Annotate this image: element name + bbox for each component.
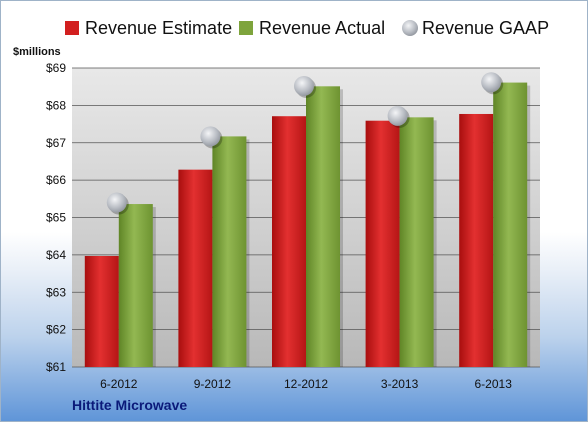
y-tick-label: $69	[46, 61, 66, 75]
y-tick-label: $61	[46, 360, 66, 374]
legend-label-estimate: Revenue Estimate	[85, 18, 232, 38]
bar-estimate	[459, 113, 494, 367]
gaap-marker	[387, 105, 408, 126]
y-tick-label: $65	[46, 211, 66, 225]
y-axis-ticks: $61 $62 $63 $64 $65 $66 $67 $68 $69	[46, 61, 66, 374]
legend-swatch-estimate	[65, 21, 79, 35]
gaap-marker	[481, 72, 502, 93]
gaap-markers	[106, 72, 504, 215]
y-tick-label: $63	[46, 285, 66, 299]
legend-label-actual: Revenue Actual	[259, 18, 385, 38]
bar-estimate	[365, 120, 400, 367]
x-tick-label: 6-2013	[475, 377, 513, 391]
gaap-marker	[106, 192, 127, 213]
company-name: Hittite Microwave	[72, 397, 188, 413]
gaap-marker	[294, 75, 314, 96]
gaap-marker	[200, 126, 221, 147]
x-tick-label: 9-2012	[194, 377, 232, 391]
legend-swatch-actual	[239, 21, 253, 35]
bar-estimate	[178, 169, 213, 367]
x-tick-label: 3-2013	[381, 377, 419, 391]
y-tick-label: $66	[46, 173, 66, 187]
bar-actual	[306, 86, 340, 367]
bar-estimate	[272, 116, 306, 368]
x-tick-label: 6-2012	[100, 377, 138, 391]
bar-actual	[118, 204, 153, 367]
x-tick-label: 12-2012	[284, 377, 328, 391]
bar-estimate	[84, 255, 119, 367]
legend: Revenue Estimate Revenue Actual Revenue …	[65, 18, 549, 38]
y-tick-label: $64	[46, 248, 66, 262]
y-tick-label: $67	[46, 136, 66, 150]
x-axis-ticks: 6-2012 9-2012 12-2012 3-2013 6-2013	[100, 377, 512, 391]
y-tick-label: $62	[46, 323, 66, 337]
bars	[84, 82, 531, 368]
y-tick-label: $68	[46, 98, 66, 112]
bar-actual	[399, 117, 434, 368]
legend-label-gaap: Revenue GAAP	[422, 18, 549, 38]
bar-actual	[493, 82, 528, 368]
y-axis-unit-label: $millions	[13, 46, 61, 58]
legend-marker-gaap	[402, 20, 418, 36]
bar-actual	[212, 136, 247, 367]
